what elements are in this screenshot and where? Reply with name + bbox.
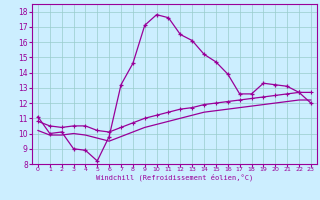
X-axis label: Windchill (Refroidissement éolien,°C): Windchill (Refroidissement éolien,°C): [96, 174, 253, 181]
